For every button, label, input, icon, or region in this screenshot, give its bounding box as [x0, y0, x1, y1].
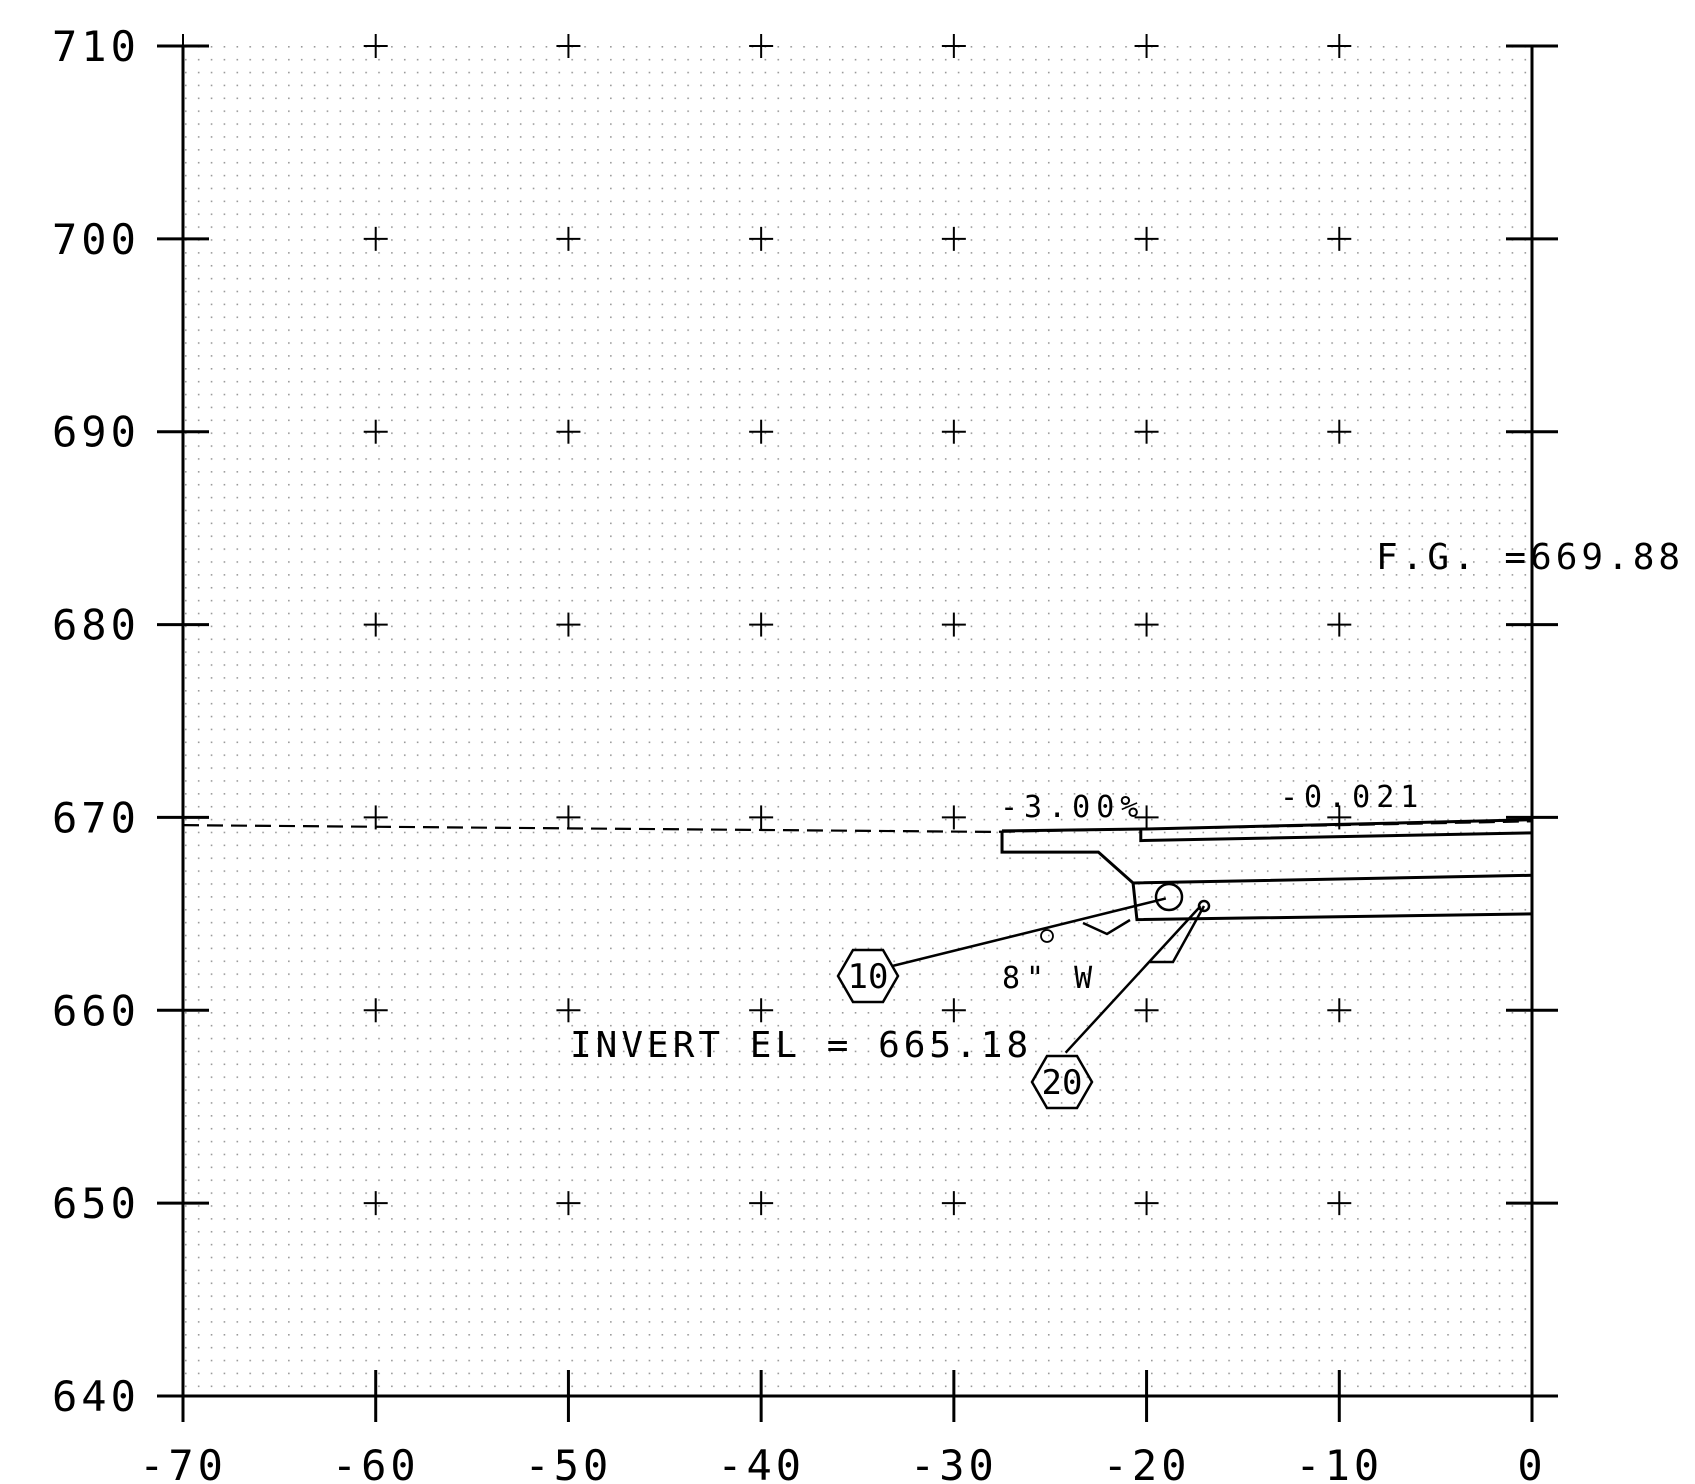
x-tick-label: -50 [524, 1441, 612, 1484]
pipe-leaders [853, 897, 1202, 1054]
pipe-size-label: 8" W [1002, 961, 1098, 996]
x-tick-label: -40 [717, 1441, 805, 1484]
hexagon-icon [836, 948, 900, 1004]
x-tick-label: -30 [910, 1441, 998, 1484]
callout-a-label: 10 [848, 957, 889, 997]
x-tick-label: -70 [139, 1441, 227, 1484]
proposed-section-lines [1000, 818, 1533, 922]
y-tick-label: 690 [52, 408, 140, 457]
x-tick-label: -60 [332, 1441, 420, 1484]
y-tick-label: 650 [52, 1179, 140, 1228]
slope-right-label: -0.021 [1280, 780, 1424, 815]
grid-crosshairs [171, 34, 1352, 1216]
pipe-leader-line [1064, 905, 1202, 1054]
y-tick-label: 640 [52, 1372, 140, 1421]
x-tick-label: -20 [1103, 1441, 1191, 1484]
pipe-circle-large [1154, 882, 1184, 912]
callout-b-label: 20 [1042, 1063, 1083, 1103]
plot-frame [181, 46, 1534, 1398]
pipe-bend-right [1150, 905, 1206, 964]
hexagon-icon [1030, 1054, 1094, 1110]
section-line [1131, 882, 1533, 922]
section-line [1002, 818, 1533, 833]
y-tick-label: 660 [52, 986, 140, 1035]
invert-elevation-label: INVERT EL = 665.18 [570, 1025, 1032, 1066]
x-tick-label: 0 [1517, 1441, 1546, 1484]
pipe-bend-left [1082, 918, 1131, 936]
callout-hex-b: 20 [1030, 1054, 1094, 1110]
callout-hex-a: 10 [836, 948, 900, 1004]
y-tick-label: 680 [52, 601, 140, 650]
pipe-circle-tiny [1040, 929, 1054, 943]
dot-grid [183, 46, 1529, 1396]
section-line [1139, 829, 1533, 843]
section-line [1000, 830, 1533, 885]
finished-grade-label: F.G. =669.88 [1376, 537, 1684, 578]
y-axis-tick-labels: 640 650 660 670 680 690 700 710 [52, 22, 140, 1421]
y-tick-label: 670 [52, 793, 140, 842]
pipe-leader-line [853, 897, 1167, 977]
x-tick-label: -10 [1295, 1441, 1383, 1484]
slope-left-label: -3.00% [1000, 790, 1144, 825]
y-tick-label: 710 [52, 22, 140, 71]
y-tick-label: 700 [52, 215, 140, 264]
x-axis-tick-labels: -70 -60 -50 -40 -30 -20 -10 0 [139, 1441, 1546, 1484]
axis-ticks [157, 44, 1558, 1422]
